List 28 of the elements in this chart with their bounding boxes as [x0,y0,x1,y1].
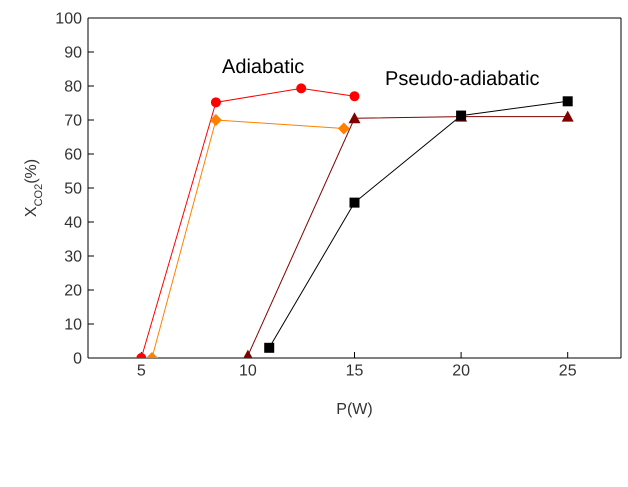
x-tick-label: 15 [346,362,364,380]
y-tick-label: 70 [64,112,82,130]
x-tick-label: 20 [452,362,470,380]
x-tick-label: 10 [239,362,257,380]
y-tick-label: 100 [55,10,82,28]
point [350,198,360,208]
point [350,91,360,102]
y-tick-label: 0 [73,350,82,368]
y-tick-label: 50 [64,180,82,198]
y-tick-label: 40 [64,214,82,232]
point [210,114,222,126]
y-tick-label: 10 [64,316,82,334]
annotation: Adiabatic [222,56,304,79]
y-tick-label: 20 [64,282,82,300]
point [348,112,360,124]
y-tick-label: 30 [64,248,82,266]
point [338,122,350,134]
y-tick-label: 60 [64,146,82,164]
y-tick-label: 90 [64,44,82,62]
point [296,83,306,94]
x-tick-label: 5 [136,362,146,380]
x-axis-title: P(W) [336,401,373,418]
annotation: Pseudo-adiabatic [385,68,540,91]
y-tick-label: 80 [64,78,82,96]
point [210,97,221,108]
point [562,110,574,122]
point [562,96,573,106]
x-tick-label: 25 [558,362,577,380]
